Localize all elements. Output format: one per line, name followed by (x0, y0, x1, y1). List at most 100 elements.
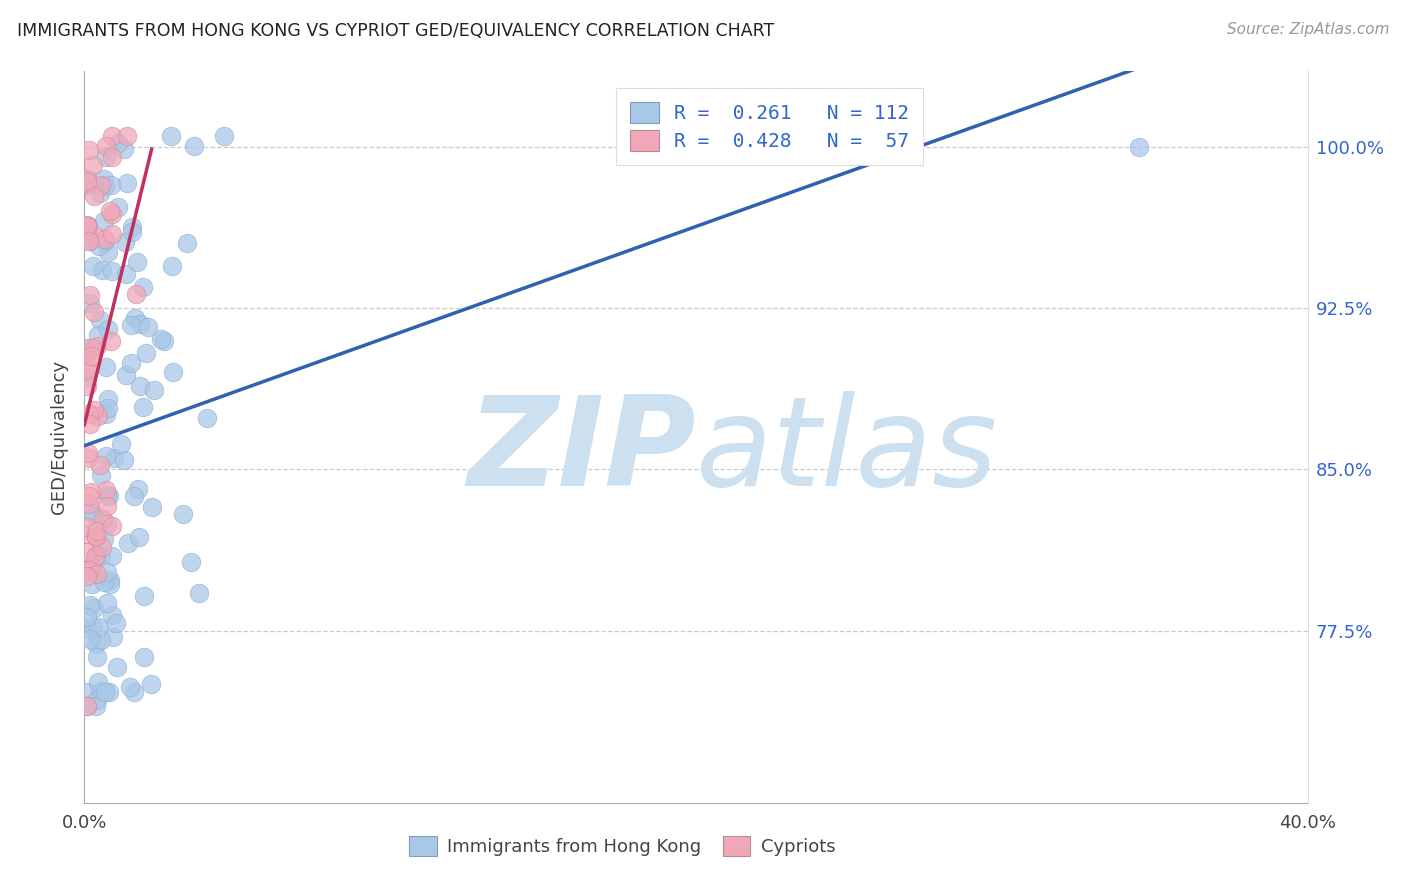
Point (96, 566, 118, 580)
Point (77, 219, 100, 234)
Point (84, 637, 107, 651)
Point (112, 142, 135, 156)
Point (94, 179, 117, 194)
Point (89, 186, 111, 201)
Point (139, 676, 162, 690)
Point (112, 453, 135, 467)
Point (115, 176, 138, 190)
Point (76, 379, 98, 393)
Point (105, 659, 128, 673)
Point (96, 488, 118, 502)
Point (98, 576, 121, 591)
Point (100, 607, 122, 622)
Text: ZIP: ZIP (467, 392, 696, 512)
Legend: Immigrants from Hong Kong, Cypriots: Immigrants from Hong Kong, Cypriots (402, 829, 844, 863)
Point (80, 504, 103, 518)
Point (83, 305, 105, 319)
Point (84, 549, 107, 564)
Point (127, 483, 149, 497)
Point (96, 517, 118, 532)
Point (79, 295, 101, 310)
Point (76, 172, 98, 186)
Point (107, 136, 129, 151)
Point (77, 563, 100, 577)
Point (76, 218, 98, 232)
Point (97, 401, 120, 415)
Point (83, 189, 105, 203)
Point (125, 255, 148, 269)
Point (76, 698, 98, 713)
Point (76, 569, 98, 583)
Point (114, 235, 136, 250)
Point (87, 327, 110, 342)
Point (80, 349, 103, 363)
Point (76, 369, 98, 384)
Point (132, 280, 155, 294)
Point (214, 128, 236, 143)
Point (96, 392, 118, 407)
Point (87, 238, 110, 252)
Point (93, 532, 115, 546)
Point (120, 318, 142, 333)
Point (176, 236, 198, 251)
Point (86, 692, 108, 706)
Point (76, 520, 98, 534)
Point (101, 519, 124, 533)
Point (96, 151, 118, 165)
Point (195, 411, 218, 425)
Point (96, 499, 118, 513)
Point (94, 360, 117, 375)
Point (86, 650, 108, 665)
Point (77, 407, 100, 421)
Point (100, 207, 122, 221)
Point (80, 341, 103, 355)
Point (100, 263, 122, 277)
Point (82, 158, 104, 172)
Point (79, 632, 101, 646)
Point (132, 650, 155, 665)
Point (97, 244, 120, 259)
Point (94, 483, 117, 497)
Point (101, 150, 124, 164)
Point (121, 219, 143, 234)
Point (84, 548, 107, 562)
Point (76, 526, 98, 541)
Point (114, 267, 136, 281)
Point (124, 311, 146, 326)
Point (100, 178, 122, 192)
Point (153, 334, 176, 348)
Point (76, 544, 98, 558)
Point (82, 260, 104, 274)
Point (122, 685, 145, 699)
Point (96, 407, 118, 421)
Text: atlas: atlas (696, 392, 998, 512)
Point (129, 379, 152, 393)
Point (79, 288, 101, 302)
Point (135, 345, 157, 359)
Point (86, 524, 108, 538)
Point (136, 320, 159, 334)
Point (84, 229, 107, 244)
Point (76, 698, 98, 713)
Point (84, 698, 107, 713)
Point (76, 446, 98, 460)
Point (142, 383, 165, 397)
Point (76, 610, 98, 624)
Point (93, 575, 115, 590)
Point (87, 409, 110, 423)
Point (76, 341, 98, 355)
Point (76, 228, 98, 243)
Point (110, 436, 132, 450)
Point (132, 589, 155, 603)
Point (97, 322, 120, 336)
Point (96, 596, 118, 610)
Point (76, 178, 98, 192)
Point (76, 685, 98, 699)
Point (86, 339, 108, 353)
Point (187, 586, 209, 600)
Point (97, 489, 120, 503)
Point (84, 529, 107, 543)
Point (93, 234, 115, 248)
Point (141, 500, 163, 514)
Point (91, 263, 114, 277)
